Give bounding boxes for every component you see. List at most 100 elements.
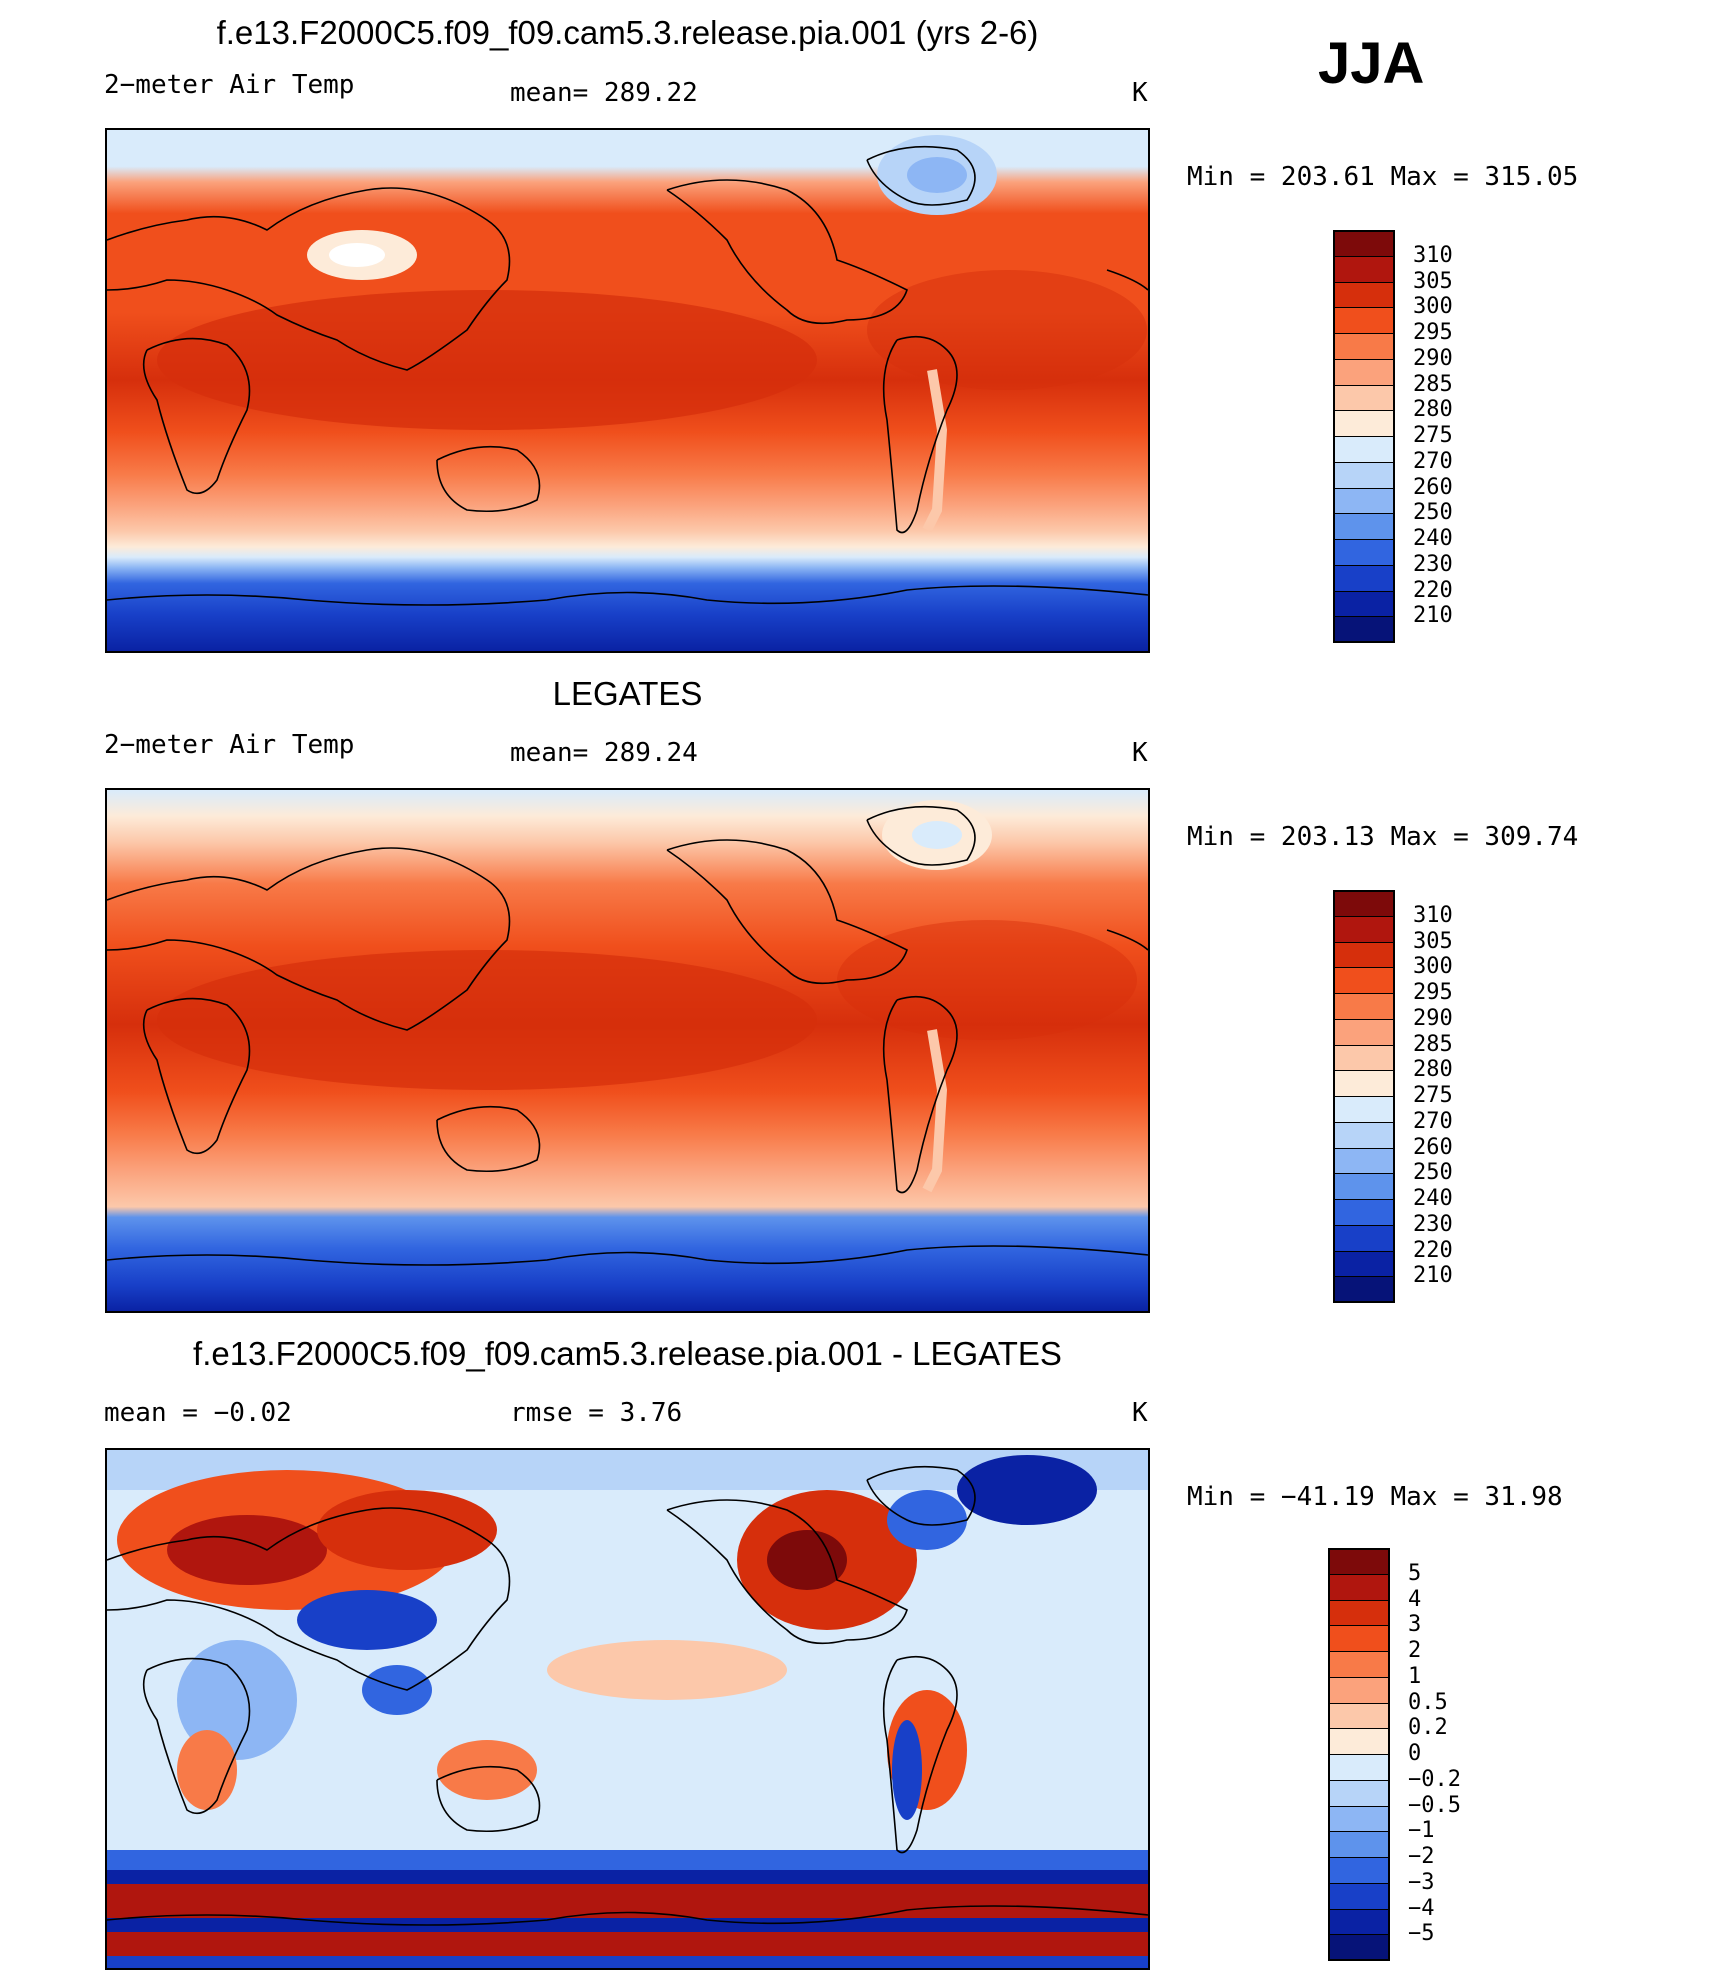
- colorbar-tick-label: 305: [1413, 268, 1453, 294]
- colorbar-tick-label: 2: [1408, 1638, 1422, 1663]
- colorbar-tick-label: 285: [1413, 1031, 1453, 1057]
- colorbar-tick-label: −4: [1408, 1895, 1435, 1921]
- colorbar-swatch: [1333, 1121, 1395, 1149]
- colorbar-tick-label: 240: [1413, 526, 1453, 551]
- colorbar-swatch: [1333, 1250, 1395, 1278]
- panel-1-variable-label: 2−meter Air Temp: [104, 70, 355, 100]
- colorbar-swatch: [1333, 616, 1395, 643]
- colorbar-swatch: [1333, 436, 1395, 463]
- panel-2-map: [105, 788, 1150, 1313]
- panel-2-units: K: [1132, 738, 1148, 768]
- colorbar-swatch: [1328, 1857, 1390, 1884]
- panel-2-mean-label: mean= 289.24: [510, 738, 698, 768]
- panel-1-map: [105, 128, 1150, 653]
- colorbar-tick-label: 270: [1413, 1108, 1453, 1134]
- colorbar-swatch: [1333, 1224, 1395, 1252]
- colorbar-tick-label: 270: [1413, 448, 1453, 474]
- panel-2-minmax: Min = 203.13 Max = 309.74: [1187, 822, 1579, 852]
- colorbar-swatch: [1333, 461, 1395, 489]
- colorbar-tick-label: −3: [1408, 1869, 1435, 1895]
- panel-1-minmax: Min = 203.61 Max = 315.05: [1187, 162, 1579, 192]
- colorbar-tick-label: 230: [1413, 551, 1453, 577]
- colorbar-swatch: [1328, 1754, 1390, 1781]
- colorbar-tick-label: 295: [1413, 980, 1453, 1005]
- colorbar-swatch: [1328, 1831, 1390, 1858]
- colorbar-tick-label: 210: [1413, 1263, 1453, 1289]
- colorbar-tick-label: 310: [1413, 242, 1453, 268]
- colorbar-tick-label: 295: [1413, 320, 1453, 345]
- colorbar-tick-label: 220: [1413, 1237, 1453, 1263]
- colorbar-tick-label: 5: [1408, 1560, 1422, 1586]
- panel-3-units: K: [1132, 1398, 1148, 1428]
- colorbar-swatch: [1333, 358, 1395, 386]
- colorbar-swatch: [1333, 890, 1395, 917]
- panel-3-colorbar: 5 4 3 2 1 0.5 0.2 0 −0.2 −0.5 −1 −2 −3 −4 −5: [1328, 1548, 1468, 1961]
- colorbar-swatch: [1328, 1599, 1390, 1627]
- colorbar-tick-label: 250: [1413, 500, 1453, 526]
- colorbar-swatch: [1333, 281, 1395, 309]
- colorbar-swatch: [1333, 1044, 1395, 1072]
- panel-3-map: [105, 1448, 1150, 1970]
- colorbar-swatch: [1333, 1147, 1395, 1175]
- colorbar-tick-label: 0.2: [1408, 1715, 1448, 1741]
- colorbar-swatch: [1333, 590, 1395, 618]
- colorbar-swatch: [1328, 1548, 1390, 1575]
- colorbar-swatch: [1333, 1096, 1395, 1123]
- colorbar-swatch: [1333, 967, 1395, 994]
- colorbar-swatch: [1328, 1908, 1390, 1936]
- colorbar-tick-label: 1: [1408, 1663, 1422, 1689]
- colorbar-tick-label: 280: [1413, 1057, 1453, 1083]
- colorbar-tick-label: 310: [1413, 902, 1453, 928]
- panel-1-title: f.e13.F2000C5.f09_f09.cam5.3.release.pia…: [216, 14, 1039, 51]
- colorbar-swatch: [1328, 1651, 1390, 1678]
- colorbar-tick-label: 260: [1413, 1134, 1453, 1160]
- colorbar-tick-label: −2: [1408, 1844, 1435, 1869]
- panel-2-colorbar: 310 305 300 295 290 285 280 275 270 260 250 240 230 2…: [1333, 890, 1473, 1303]
- colorbar-swatch: [1328, 1728, 1390, 1755]
- colorbar-tick-label: 0.5: [1408, 1689, 1448, 1715]
- colorbar-swatch: [1328, 1779, 1390, 1807]
- colorbar-swatch: [1333, 513, 1395, 540]
- panel-3-mean-label: mean = −0.02: [104, 1398, 292, 1428]
- colorbar-swatch: [1333, 1070, 1395, 1097]
- colorbar-swatch: [1333, 1173, 1395, 1200]
- colorbar-swatch: [1333, 333, 1395, 360]
- colorbar-tick-label: 300: [1413, 954, 1453, 980]
- colorbar-tick-label: 240: [1413, 1186, 1453, 1211]
- colorbar-swatch: [1333, 539, 1395, 566]
- colorbar-tick-label: −0.5: [1408, 1792, 1461, 1818]
- colorbar-tick-label: 275: [1413, 423, 1453, 448]
- panel-1-units: K: [1132, 78, 1148, 108]
- colorbar-tick-label: −0.2: [1408, 1766, 1461, 1792]
- colorbar-swatch: [1328, 1702, 1390, 1730]
- colorbar-swatch: [1328, 1805, 1390, 1833]
- colorbar-swatch: [1333, 564, 1395, 592]
- colorbar-tick-label: 0: [1408, 1741, 1422, 1766]
- colorbar-swatch: [1328, 1882, 1390, 1910]
- colorbar-tick-label: 3: [1408, 1612, 1422, 1638]
- colorbar-swatch: [1333, 993, 1395, 1020]
- colorbar-swatch: [1333, 1276, 1395, 1303]
- colorbar-swatch: [1333, 1199, 1395, 1226]
- colorbar-tick-label: 260: [1413, 474, 1453, 500]
- colorbar-tick-label: 305: [1413, 928, 1453, 954]
- colorbar-swatch: [1328, 1573, 1390, 1601]
- colorbar-swatch: [1328, 1676, 1390, 1704]
- colorbar-tick-label: 250: [1413, 1160, 1453, 1186]
- colorbar-tick-label: 290: [1413, 345, 1453, 371]
- panel-2-variable-label: 2−meter Air Temp: [104, 730, 355, 760]
- colorbar-tick-label: −5: [1408, 1921, 1435, 1947]
- colorbar-swatch: [1328, 1934, 1390, 1961]
- colorbar-tick-label: 4: [1408, 1586, 1422, 1612]
- colorbar-swatch: [1333, 230, 1395, 257]
- colorbar-swatch: [1328, 1625, 1390, 1652]
- colorbar-tick-label: 230: [1413, 1211, 1453, 1237]
- colorbar-swatch: [1333, 915, 1395, 943]
- season-label: JJA: [1318, 31, 1425, 96]
- colorbar-swatch: [1333, 1018, 1395, 1046]
- colorbar-swatch: [1333, 255, 1395, 283]
- colorbar-swatch: [1333, 410, 1395, 437]
- colorbar-tick-label: 290: [1413, 1005, 1453, 1031]
- colorbar-tick-label: 275: [1413, 1083, 1453, 1108]
- panel-3-title: f.e13.F2000C5.f09_f09.cam5.3.release.pia…: [193, 1335, 1062, 1372]
